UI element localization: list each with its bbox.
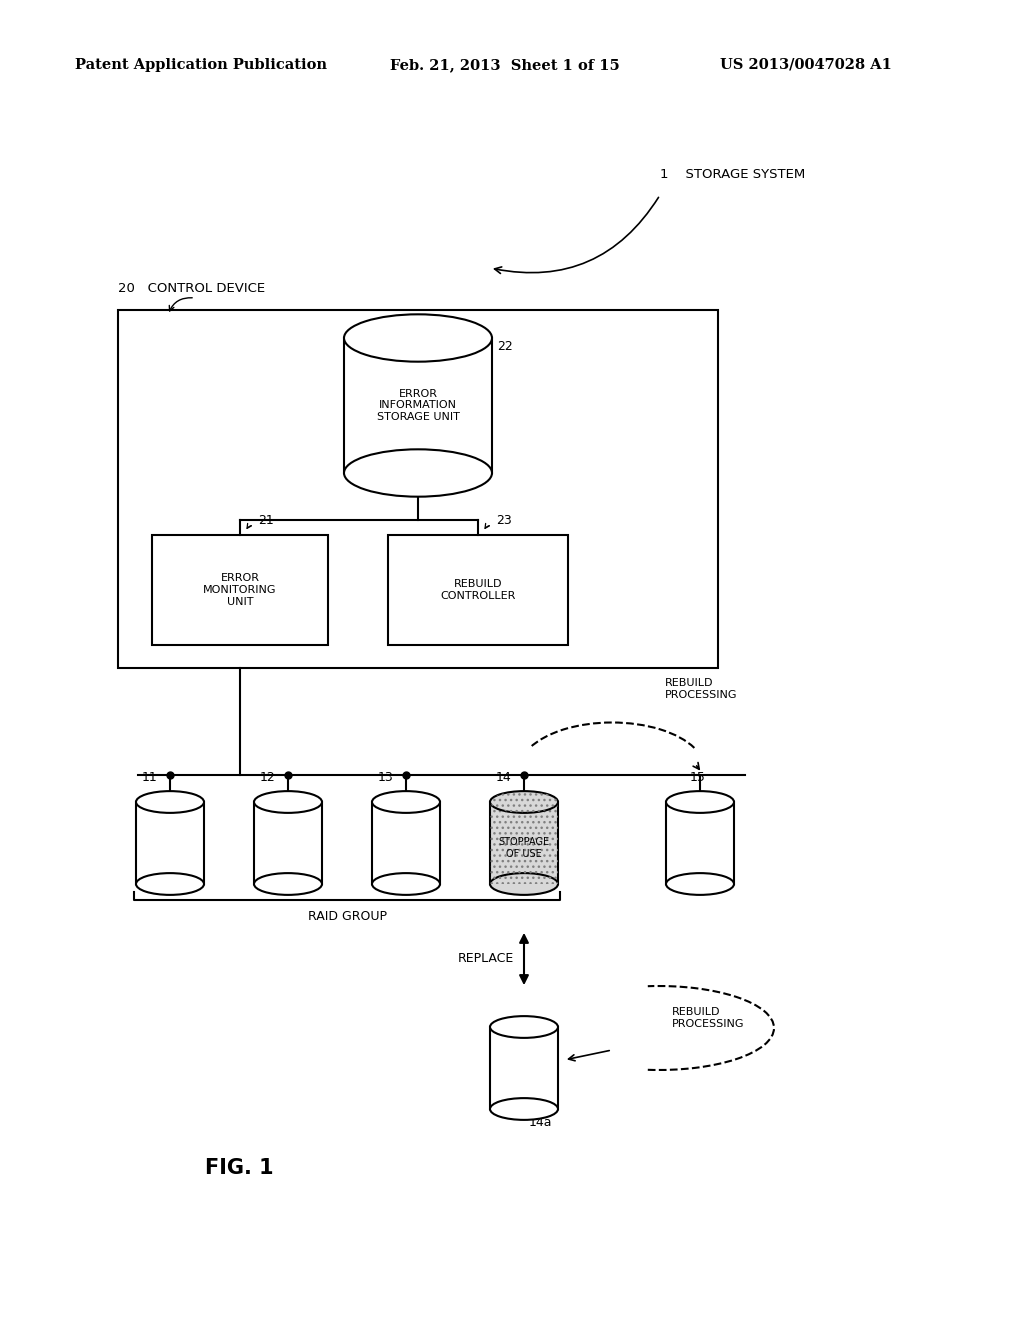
Text: REBUILD
CONTROLLER: REBUILD CONTROLLER — [440, 579, 516, 601]
Text: REBUILD
PROCESSING: REBUILD PROCESSING — [672, 1007, 744, 1028]
Ellipse shape — [136, 791, 204, 813]
Ellipse shape — [344, 314, 492, 362]
Text: 1    STORAGE SYSTEM: 1 STORAGE SYSTEM — [660, 169, 805, 181]
FancyArrowPatch shape — [495, 198, 658, 273]
Ellipse shape — [490, 1098, 558, 1119]
Bar — [490, 1027, 558, 1109]
Text: 23: 23 — [496, 513, 512, 527]
Bar — [388, 535, 568, 645]
Text: 15: 15 — [690, 771, 706, 784]
Bar — [490, 803, 558, 884]
Bar — [118, 310, 718, 668]
FancyArrowPatch shape — [247, 524, 251, 528]
Ellipse shape — [136, 873, 204, 895]
Ellipse shape — [254, 873, 322, 895]
Bar — [254, 803, 322, 884]
Text: 22: 22 — [497, 339, 513, 352]
Ellipse shape — [372, 791, 440, 813]
Text: 14a: 14a — [529, 1115, 553, 1129]
Text: RAID GROUP: RAID GROUP — [307, 909, 386, 923]
Text: US 2013/0047028 A1: US 2013/0047028 A1 — [720, 58, 892, 73]
Text: ERROR
INFORMATION
STORAGE UNIT: ERROR INFORMATION STORAGE UNIT — [377, 389, 460, 422]
Ellipse shape — [666, 791, 734, 813]
Ellipse shape — [372, 873, 440, 895]
Bar — [490, 803, 558, 884]
Text: ERROR
MONITORING
UNIT: ERROR MONITORING UNIT — [203, 573, 276, 607]
Text: Patent Application Publication: Patent Application Publication — [75, 58, 327, 73]
Text: FIG. 1: FIG. 1 — [205, 1158, 273, 1177]
Ellipse shape — [490, 1016, 558, 1038]
FancyArrowPatch shape — [485, 524, 489, 528]
Ellipse shape — [666, 873, 734, 895]
Ellipse shape — [490, 791, 558, 813]
Bar — [344, 338, 492, 473]
FancyArrowPatch shape — [169, 298, 193, 312]
Text: Feb. 21, 2013  Sheet 1 of 15: Feb. 21, 2013 Sheet 1 of 15 — [390, 58, 620, 73]
Ellipse shape — [490, 873, 558, 895]
Text: 20   CONTROL DEVICE: 20 CONTROL DEVICE — [118, 281, 265, 294]
Bar — [372, 803, 440, 884]
Text: STOPPAGE
OF USE: STOPPAGE OF USE — [499, 837, 550, 859]
Text: 14: 14 — [496, 771, 512, 784]
Bar — [666, 803, 734, 884]
Ellipse shape — [254, 791, 322, 813]
Bar — [152, 535, 328, 645]
Text: REBUILD
PROCESSING: REBUILD PROCESSING — [665, 678, 737, 700]
FancyArrowPatch shape — [568, 1051, 609, 1061]
Text: 12: 12 — [260, 771, 275, 784]
Text: 21: 21 — [258, 513, 273, 527]
FancyArrowPatch shape — [693, 763, 699, 770]
Bar — [136, 803, 204, 884]
Ellipse shape — [344, 449, 492, 496]
Text: 11: 11 — [142, 771, 158, 784]
Text: 13: 13 — [378, 771, 394, 784]
Text: REPLACE: REPLACE — [458, 953, 514, 965]
